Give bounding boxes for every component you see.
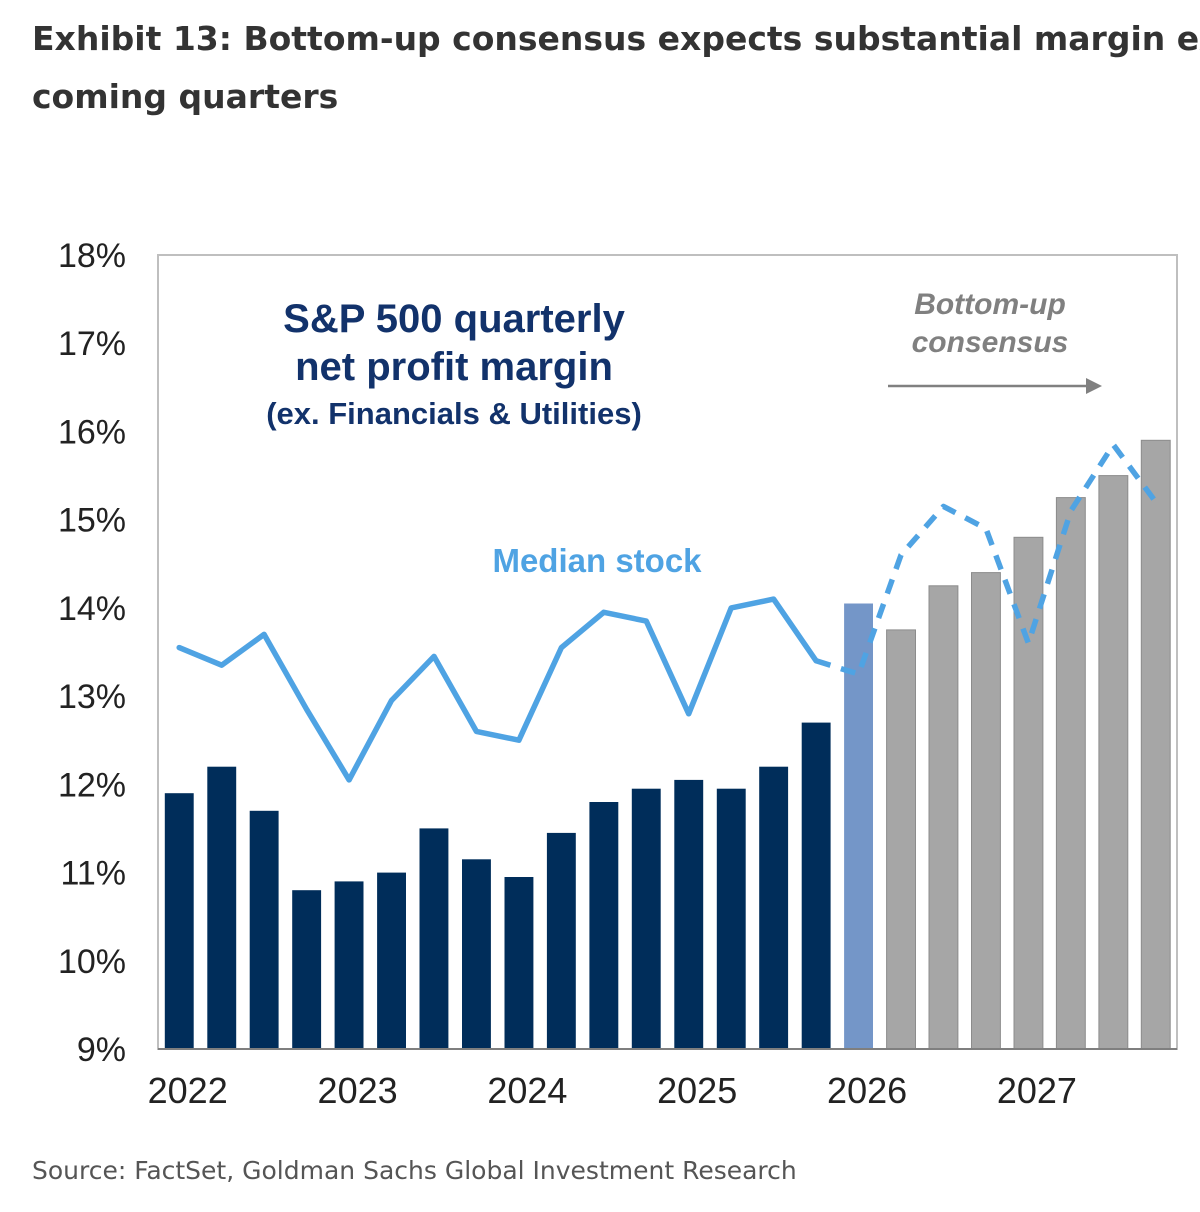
bar-estimate bbox=[1098, 475, 1129, 1050]
chart-title-line-3: (ex. Financials & Utilities) bbox=[266, 396, 642, 431]
chart-title-line-2: net profit margin bbox=[295, 345, 613, 389]
bar-actual bbox=[292, 890, 322, 1049]
median-line-projected bbox=[815, 441, 1159, 677]
y-axis: 18% 17% 16% 15% 14% 13% 12% 11% 10% 9% bbox=[58, 237, 126, 1069]
x-tick-label: 2027 bbox=[997, 1070, 1077, 1111]
bar-actual bbox=[377, 872, 406, 1049]
bar-actual bbox=[462, 859, 491, 1049]
median-line-actual bbox=[176, 596, 819, 783]
bar-estimate bbox=[1140, 439, 1171, 1050]
source-note: Source: FactSet, Goldman Sachs Global In… bbox=[32, 1156, 797, 1185]
bar-estimate bbox=[1013, 536, 1044, 1050]
y-tick-label: 9% bbox=[77, 1031, 126, 1069]
bar-actual bbox=[674, 779, 704, 1049]
bar-actual bbox=[589, 802, 619, 1049]
x-tick-label: 2023 bbox=[318, 1070, 398, 1111]
x-tick-label: 2025 bbox=[657, 1070, 737, 1111]
y-tick-label: 13% bbox=[58, 678, 126, 716]
x-tick-label: 2022 bbox=[148, 1070, 228, 1111]
bar-actual bbox=[716, 788, 746, 1049]
bar-estimate bbox=[1055, 497, 1086, 1050]
bar-current bbox=[844, 603, 873, 1049]
exhibit-title-line-1: Exhibit 13: Bottom-up consensus expects … bbox=[32, 19, 1200, 58]
median-line-series bbox=[176, 441, 1159, 783]
bar-actual bbox=[207, 766, 237, 1049]
y-tick-label: 16% bbox=[58, 413, 126, 451]
y-tick-label: 17% bbox=[58, 325, 126, 363]
chart-title-line-1: S&P 500 quarterly bbox=[283, 297, 625, 341]
x-axis: 2022 2023 2024 2025 2026 2027 bbox=[148, 1070, 1077, 1111]
x-tick-label: 2026 bbox=[827, 1070, 907, 1111]
consensus-annotation-line-2: consensus bbox=[912, 326, 1069, 359]
margin-chart: 18%17%16%15%14%13%12%11%10%9% 2022 2023 20… bbox=[58, 237, 1178, 1111]
y-tick-label: 10% bbox=[58, 943, 126, 981]
exhibit-title: Exhibit 13: Bottom-up consensus expects … bbox=[32, 10, 1200, 126]
bar-actual bbox=[504, 877, 534, 1049]
bar-actual bbox=[801, 722, 831, 1049]
bar-estimate bbox=[928, 585, 959, 1050]
bar-estimate bbox=[886, 629, 916, 1050]
consensus-arrow-head bbox=[1086, 378, 1102, 394]
bar-actual bbox=[334, 881, 364, 1049]
bar-actual bbox=[419, 828, 449, 1049]
y-tick-label: 14% bbox=[58, 590, 126, 628]
bar-actual bbox=[546, 832, 576, 1049]
x-tick-label: 2024 bbox=[487, 1070, 567, 1111]
exhibit-title-line-2: coming quarters bbox=[32, 77, 339, 116]
y-tick-label: 12% bbox=[58, 766, 126, 804]
bar-series bbox=[164, 439, 1171, 1050]
bar-estimate bbox=[971, 572, 1001, 1050]
consensus-annotation-line-1: Bottom-up bbox=[914, 288, 1066, 321]
y-tick-label: 15% bbox=[58, 502, 126, 540]
y-tick-label: 18% bbox=[58, 237, 126, 275]
bar-actual bbox=[631, 788, 661, 1049]
bar-actual bbox=[759, 766, 789, 1049]
bar-actual bbox=[164, 793, 194, 1049]
bar-actual bbox=[249, 810, 279, 1049]
median-stock-label: Median stock bbox=[492, 542, 702, 579]
y-tick-label: 11% bbox=[60, 855, 126, 893]
